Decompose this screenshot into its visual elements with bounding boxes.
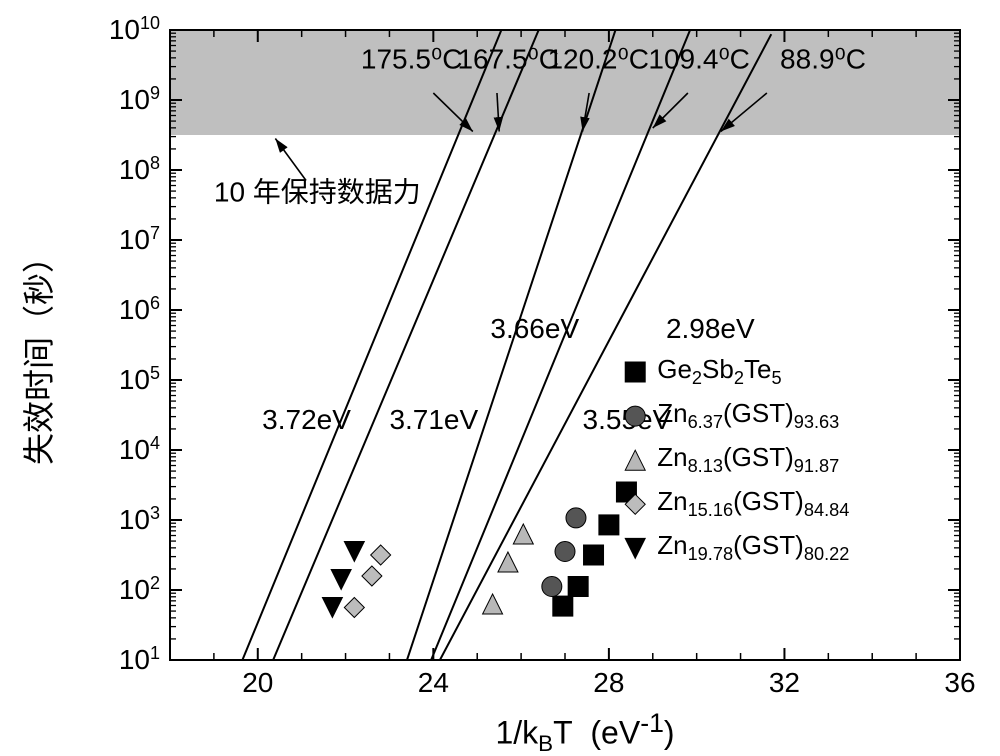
ten-year-label: 10 年保持数据力 bbox=[214, 177, 421, 208]
data-point-Zn15 bbox=[344, 598, 364, 618]
x-tick-label: 32 bbox=[769, 667, 800, 698]
data-point-Zn8 bbox=[483, 594, 503, 614]
ten-year-arrow bbox=[275, 139, 306, 181]
intercept-label-Zn8: 120.2⁰C bbox=[547, 44, 649, 75]
legend-marker-Zn6 bbox=[625, 406, 645, 426]
ev-label-GST: 2.98eV bbox=[666, 313, 755, 344]
data-point-Zn6 bbox=[566, 508, 586, 528]
y-tick-label: 107 bbox=[119, 223, 160, 255]
ev-label-Zn15: 3.71eV bbox=[389, 404, 478, 435]
data-point-GST bbox=[584, 545, 604, 565]
ev-label-Zn8: 3.66eV bbox=[490, 313, 579, 344]
y-tick-label: 105 bbox=[119, 363, 160, 395]
legend-label-GST: Ge2Sb2Te5 bbox=[657, 354, 957, 390]
legend-label-Zn8: Zn8.13(GST)91.87 bbox=[657, 442, 957, 478]
data-point-GST bbox=[568, 577, 588, 597]
legend-marker-GST bbox=[625, 362, 645, 382]
data-point-Zn8 bbox=[498, 552, 518, 572]
y-tick-label: 1010 bbox=[109, 13, 160, 45]
x-tick-label: 24 bbox=[418, 667, 449, 698]
x-tick-label: 20 bbox=[242, 667, 273, 698]
y-tick-label: 108 bbox=[119, 153, 160, 185]
legend-label-Zn19: Zn19.78(GST)80.22 bbox=[657, 530, 957, 566]
x-tick-label: 28 bbox=[593, 667, 624, 698]
y-tick-label: 102 bbox=[119, 573, 160, 605]
y-tick-label: 109 bbox=[119, 83, 160, 115]
y-tick-label: 103 bbox=[119, 503, 160, 535]
data-point-Zn19 bbox=[331, 570, 351, 590]
arrhenius-chart: 20 24 28 32 36 101 102 103 104 105 106 107 108 109 101… bbox=[0, 0, 1000, 756]
x-tick-label: 36 bbox=[944, 667, 975, 698]
intercept-label-Zn6: 109.4⁰C bbox=[648, 44, 750, 75]
data-point-GST bbox=[553, 596, 573, 616]
data-point-Zn19 bbox=[344, 542, 364, 562]
data-point-Zn19 bbox=[322, 598, 342, 618]
intercept-label-GST: 88.9⁰C bbox=[780, 44, 866, 75]
data-point-GST bbox=[599, 515, 619, 535]
chart-svg: 20 24 28 32 36 101 102 103 104 105 106 107 108 109 101… bbox=[0, 0, 1000, 756]
data-point-Zn15 bbox=[371, 545, 391, 565]
data-point-Zn6 bbox=[555, 542, 575, 562]
ev-label-Zn19: 3.72eV bbox=[262, 404, 351, 435]
intercept-label-Zn15: 167.5⁰C bbox=[457, 44, 559, 75]
data-point-Zn6 bbox=[542, 577, 562, 597]
y-axis-label: 失效时间（秒） bbox=[21, 241, 57, 465]
y-tick-label: 106 bbox=[119, 293, 160, 325]
data-point-Zn15 bbox=[362, 566, 382, 586]
data-point-Zn8 bbox=[513, 524, 533, 544]
legend-marker-Zn19 bbox=[625, 538, 645, 558]
intercept-label-Zn19: 175.5⁰C bbox=[361, 44, 463, 75]
legend-label-Zn15: Zn15.16(GST)84.84 bbox=[657, 486, 957, 522]
x-axis-label: 1/kBT (eV-1) bbox=[435, 708, 735, 752]
legend-marker-Zn8 bbox=[625, 450, 645, 470]
y-tick-label: 101 bbox=[119, 643, 160, 675]
legend-label-Zn6: Zn6.37(GST)93.63 bbox=[657, 398, 957, 434]
y-tick-label: 104 bbox=[119, 433, 160, 465]
